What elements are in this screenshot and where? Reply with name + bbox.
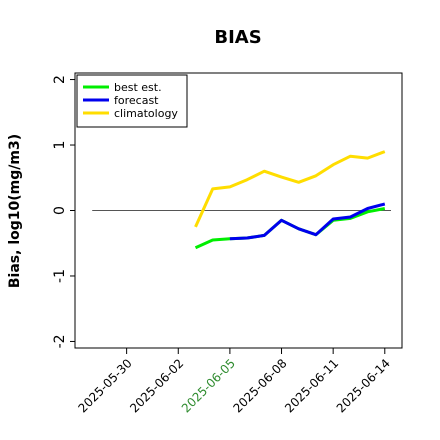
series-line-climatology: [194, 150, 386, 228]
y-axis: 2 1 0 -1 -2: [52, 75, 75, 348]
x-tick-label: 2025-06-05: [179, 356, 238, 415]
legend-label: climatology: [114, 107, 178, 120]
x-tick-label: 2025-06-11: [282, 356, 341, 415]
y-tick-label: 2: [52, 75, 68, 84]
x-tick-label: 2025-06-02: [127, 356, 186, 415]
series-layer: [194, 150, 386, 250]
x-axis: 2025-05-302025-06-022025-06-052025-06-08…: [76, 348, 393, 415]
legend-label: forecast: [114, 94, 159, 107]
y-tick-label: 0: [52, 206, 68, 215]
legend-label: best est.: [114, 81, 162, 94]
x-tick-label: 2025-06-08: [230, 356, 289, 415]
y-tick-label: -1: [52, 269, 68, 283]
y-tick-label: 1: [52, 141, 68, 150]
y-axis-label: Bias, log10(mg/m3): [7, 134, 23, 288]
y-tick-label: -2: [52, 334, 68, 348]
x-tick-label: 2025-06-14: [334, 356, 393, 415]
chart-title: BIAS: [214, 27, 261, 48]
x-tick-label: 2025-05-30: [76, 356, 135, 415]
series-line-forecast: [229, 202, 386, 241]
